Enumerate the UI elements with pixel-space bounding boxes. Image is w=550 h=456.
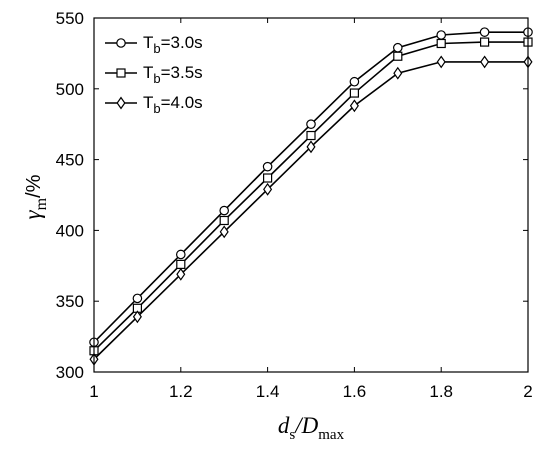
data-point bbox=[436, 38, 446, 49]
data-point bbox=[393, 51, 403, 61]
y-tick-label: 400 bbox=[56, 221, 84, 240]
legend-item: Tb=4.0s bbox=[105, 93, 203, 116]
data-point bbox=[176, 259, 186, 269]
data-point bbox=[306, 130, 316, 141]
series-2 bbox=[89, 37, 533, 356]
x-tick-label: 1.6 bbox=[343, 382, 367, 401]
x-tick-label: 1.8 bbox=[429, 382, 453, 401]
y-tick-label: 550 bbox=[56, 9, 84, 28]
x-axis-title-sub2: max bbox=[318, 427, 344, 443]
y-axis-title-main: γ bbox=[20, 209, 45, 219]
data-point bbox=[263, 173, 273, 183]
data-point bbox=[219, 215, 229, 226]
data-point bbox=[262, 161, 273, 172]
legend-item: Tb=3.0s bbox=[105, 33, 203, 56]
legend-label: Tb=4.0s bbox=[143, 93, 203, 116]
data-point bbox=[176, 249, 186, 260]
legend-label: Tb=3.5s bbox=[143, 63, 203, 86]
x-axis-title-main: d bbox=[278, 413, 290, 438]
legend-marker bbox=[116, 68, 126, 78]
data-point bbox=[480, 55, 490, 69]
series-line bbox=[93, 41, 528, 352]
data-point bbox=[263, 182, 273, 196]
x-tick-label: 1 bbox=[89, 382, 98, 401]
legend-item: Tb=3.5s bbox=[105, 63, 203, 86]
y-axis-title-sub: m bbox=[33, 197, 50, 210]
data-point bbox=[349, 76, 360, 87]
series-layer bbox=[89, 27, 533, 366]
data-point bbox=[436, 30, 446, 40]
x-tick-label: 2 bbox=[523, 382, 532, 401]
y-tick-label: 300 bbox=[56, 363, 84, 382]
y-tick-label: 350 bbox=[56, 292, 84, 311]
legend-marker bbox=[116, 96, 126, 110]
legend: Tb=3.0s Tb=3.5s Tb=4.0s bbox=[105, 33, 203, 116]
data-point bbox=[393, 66, 403, 80]
x-axis-title-mid: /D bbox=[293, 413, 318, 438]
data-point bbox=[219, 205, 229, 216]
y-tick-label: 450 bbox=[56, 151, 84, 170]
data-point bbox=[306, 119, 316, 129]
legend-marker bbox=[116, 38, 126, 48]
x-axis-title: ds/Dmax bbox=[278, 413, 345, 443]
x-axis-title-sub1: s bbox=[289, 427, 295, 443]
data-point bbox=[132, 293, 143, 304]
data-point bbox=[176, 267, 186, 281]
axis-ticks: 1 1.2 1.4 1.6 1.8 2 300 350 400 450 500 550 bbox=[56, 9, 533, 401]
legend-label: Tb=3.0s bbox=[143, 33, 203, 56]
data-point bbox=[219, 225, 229, 239]
x-tick-label: 1.2 bbox=[169, 382, 193, 401]
y-axis-title-unit: /% bbox=[23, 174, 45, 198]
y-axis-title: γm/% bbox=[20, 174, 50, 219]
x-tick-label: 1.4 bbox=[256, 382, 280, 401]
y-tick-label: 500 bbox=[56, 80, 84, 99]
data-point bbox=[349, 99, 359, 113]
data-point bbox=[349, 88, 359, 98]
series-1 bbox=[89, 27, 533, 348]
data-point bbox=[480, 37, 490, 47]
plot-area-frame bbox=[93, 17, 529, 373]
data-point bbox=[436, 55, 446, 69]
data-point bbox=[132, 310, 142, 324]
data-point bbox=[306, 140, 316, 154]
data-point bbox=[392, 42, 403, 53]
data-point bbox=[479, 27, 490, 37]
